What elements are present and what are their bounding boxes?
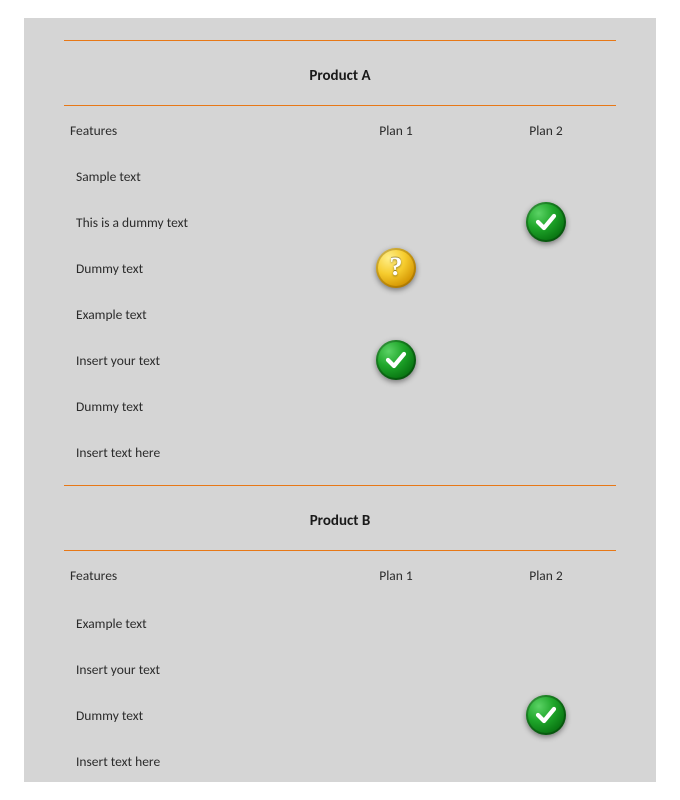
table-row: Insert text here — [64, 429, 616, 475]
col-plan1-label: Plan 1 — [316, 567, 476, 584]
col-features-label: Features — [64, 567, 316, 584]
section-body: Example text Insert your text Dummy text… — [64, 598, 616, 784]
check-icon — [376, 340, 416, 380]
plan2-cell — [476, 202, 616, 242]
table-row: Dummy text — [64, 383, 616, 429]
column-header-row: Features Plan 1 Plan 2 — [64, 106, 616, 153]
feature-label: Dummy text — [64, 260, 316, 277]
feature-label: Dummy text — [64, 707, 316, 724]
plan1-cell — [316, 340, 476, 380]
table-row: Insert text here — [64, 738, 616, 784]
plan1-cell: ? — [316, 248, 476, 288]
table-row: Example text — [64, 291, 616, 337]
plan2-cell — [476, 695, 616, 735]
feature-label: This is a dummy text — [64, 214, 316, 231]
section-title: Product B — [64, 486, 616, 550]
feature-label: Insert your text — [64, 352, 316, 369]
question-icon: ? — [376, 248, 416, 288]
section-title: Product A — [64, 41, 616, 105]
check-icon — [526, 695, 566, 735]
table-row: Insert your text — [64, 337, 616, 383]
check-icon — [526, 202, 566, 242]
col-features-label: Features — [64, 122, 316, 139]
feature-label: Insert text here — [64, 444, 316, 461]
col-plan1-label: Plan 1 — [316, 122, 476, 139]
feature-label: Example text — [64, 306, 316, 323]
table-row: Sample text — [64, 153, 616, 199]
feature-label: Example text — [64, 615, 316, 632]
col-plan2-label: Plan 2 — [476, 122, 616, 139]
feature-label: Insert text here — [64, 753, 316, 770]
feature-label: Sample text — [64, 168, 316, 185]
table-row: Dummy text ? — [64, 245, 616, 291]
section-body: Sample text This is a dummy text Dummy t… — [64, 153, 616, 475]
col-plan2-label: Plan 2 — [476, 567, 616, 584]
feature-label: Dummy text — [64, 398, 316, 415]
comparison-sheet: Product A Features Plan 1 Plan 2 Sample … — [24, 18, 656, 782]
table-row: Example text — [64, 600, 616, 646]
feature-label: Insert your text — [64, 661, 316, 678]
table-row: This is a dummy text — [64, 199, 616, 245]
table-row: Insert your text — [64, 646, 616, 692]
column-header-row: Features Plan 1 Plan 2 — [64, 551, 616, 598]
table-row: Dummy text — [64, 692, 616, 738]
